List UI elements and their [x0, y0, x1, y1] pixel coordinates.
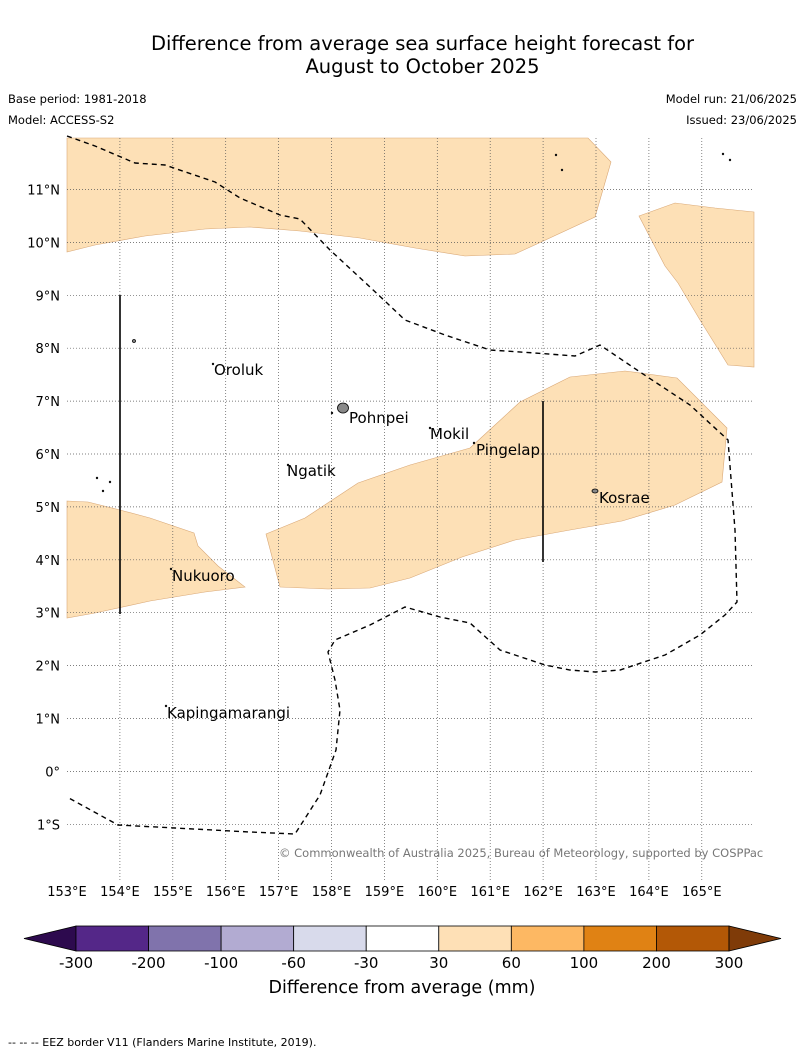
- latitude-label: 5°N: [36, 501, 61, 516]
- place-label: Pohnpei: [349, 409, 409, 427]
- colorbar-segment: [293, 925, 367, 952]
- colorbar-tick-label: 30: [429, 954, 448, 972]
- eez-border-north: [66, 135, 738, 835]
- islet: [132, 339, 136, 343]
- colorbar: [23, 925, 782, 952]
- islet: [169, 567, 173, 571]
- colorbar-extend-high: [728, 925, 782, 952]
- colorbar-segment: [148, 925, 222, 952]
- longitude-label: 162°E: [523, 885, 563, 900]
- colorbar-segment: [583, 925, 657, 952]
- islet: [560, 168, 564, 172]
- model-run: Model run: 21/06/2025: [665, 92, 797, 106]
- islet: [101, 489, 105, 493]
- kosrae-island: [591, 488, 599, 494]
- longitude-labels: 153°E 154°E 155°E 156°E 157°E 158°E 159°E 160°E…: [47, 885, 721, 900]
- islands: [95, 152, 732, 708]
- latitude-label: 1°N: [36, 713, 61, 728]
- islet: [95, 476, 99, 480]
- place-label: Mokil: [430, 425, 469, 443]
- graticule: [67, 138, 754, 880]
- colorbar-tick-label: 200: [642, 954, 671, 972]
- anomaly-region-north: [66, 137, 612, 257]
- latitude-label: 1°S: [37, 818, 60, 833]
- islet: [211, 362, 215, 366]
- map-title: Difference from average sea surface heig…: [0, 32, 804, 78]
- anomaly-region-west: [66, 500, 246, 619]
- place-label: Pingelap: [476, 441, 540, 459]
- place-label: Nukuoro: [172, 567, 235, 585]
- islet: [286, 463, 290, 467]
- latitude-label: 9°N: [36, 289, 61, 304]
- longitude-label: 156°E: [206, 885, 246, 900]
- colorbar-tick-label: -200: [132, 954, 166, 972]
- islet: [330, 411, 334, 415]
- colorbar-tick-labels: -300 -200 -100 -60 -30 30 60 100 200 300: [59, 954, 743, 972]
- colorbar-tick-label: 300: [715, 954, 744, 972]
- longitude-label: 153°E: [47, 885, 87, 900]
- colorbar-tick-label: 60: [502, 954, 521, 972]
- colorbar-tick-label: -300: [59, 954, 93, 972]
- latitude-label: 6°N: [36, 448, 61, 463]
- islet: [472, 441, 476, 445]
- colorbar-segment: [365, 925, 440, 952]
- issued-date: Issued: 23/06/2025: [686, 113, 797, 127]
- latitude-labels: 11°N 10°N 9°N 8°N 7°N 6°N 5°N 4°N 3°N 2°N 1°N 0° 1°S: [27, 184, 60, 834]
- latitude-label: 3°N: [36, 607, 61, 622]
- islet: [108, 480, 112, 484]
- colorbar-title: Difference from average (mm): [268, 978, 536, 998]
- islet: [554, 153, 558, 157]
- place-label: Oroluk: [214, 361, 263, 379]
- longitude-label: 163°E: [576, 885, 616, 900]
- latitude-label: 8°N: [36, 342, 61, 357]
- colorbar-extend-low: [23, 925, 77, 952]
- place-label: Ngatik: [287, 462, 336, 480]
- latitude-label: 4°N: [36, 554, 61, 569]
- longitude-label: 160°E: [418, 885, 458, 900]
- colorbar-segment: [656, 925, 730, 952]
- colorbar-segment: [510, 925, 585, 952]
- place-label: Kosrae: [599, 489, 650, 507]
- longitude-label: 158°E: [312, 885, 352, 900]
- latitude-label: 2°N: [36, 660, 61, 675]
- colorbar-segment: [75, 925, 149, 952]
- longitude-label: 164°E: [629, 885, 669, 900]
- map-title-line2: August to October 2025: [305, 55, 540, 78]
- eez-border: [66, 135, 738, 835]
- islet: [164, 704, 168, 708]
- longitude-label: 161°E: [470, 885, 510, 900]
- anomaly-region-northeast: [638, 202, 755, 368]
- longitude-label: 154°E: [100, 885, 140, 900]
- place-label: Kapingamarangi: [167, 704, 290, 722]
- longitude-label: 155°E: [153, 885, 193, 900]
- colorbar-segment: [438, 925, 512, 952]
- base-period: Base period: 1981-2018: [8, 92, 147, 106]
- model-name: Model: ACCESS-S2: [8, 113, 115, 127]
- anomaly-regions: [66, 137, 755, 619]
- colorbar-tick-label: -100: [204, 954, 238, 972]
- place-labels: Oroluk Pohnpei Mokil Pingelap Ngatik Kosrae Nu…: [167, 361, 650, 722]
- colorbar-tick-label: 100: [570, 954, 599, 972]
- map-title-line1: Difference from average sea surface heig…: [150, 32, 695, 55]
- latitude-label: 0°: [45, 765, 60, 780]
- longitude-label: 157°E: [259, 885, 299, 900]
- islet: [728, 158, 732, 162]
- islet: [721, 152, 725, 156]
- islet: [428, 426, 432, 430]
- latitude-label: 10°N: [27, 236, 60, 251]
- copyright-notice: © Commonwealth of Australia 2025, Bureau…: [279, 846, 763, 860]
- colorbar-tick-label: -30: [354, 954, 379, 972]
- meridian-markers: [119, 295, 544, 614]
- longitude-label: 165°E: [682, 885, 722, 900]
- eez-legend-note: -- -- -- EEZ border V11 (Flanders Marine…: [8, 1036, 317, 1049]
- pohnpei-island: [337, 402, 349, 414]
- latitude-label: 11°N: [27, 184, 60, 199]
- longitude-label: 159°E: [365, 885, 405, 900]
- colorbar-segment: [220, 925, 295, 952]
- latitude-label: 7°N: [36, 395, 61, 410]
- anomaly-region-central: [265, 370, 728, 590]
- colorbar-tick-label: -60: [281, 954, 306, 972]
